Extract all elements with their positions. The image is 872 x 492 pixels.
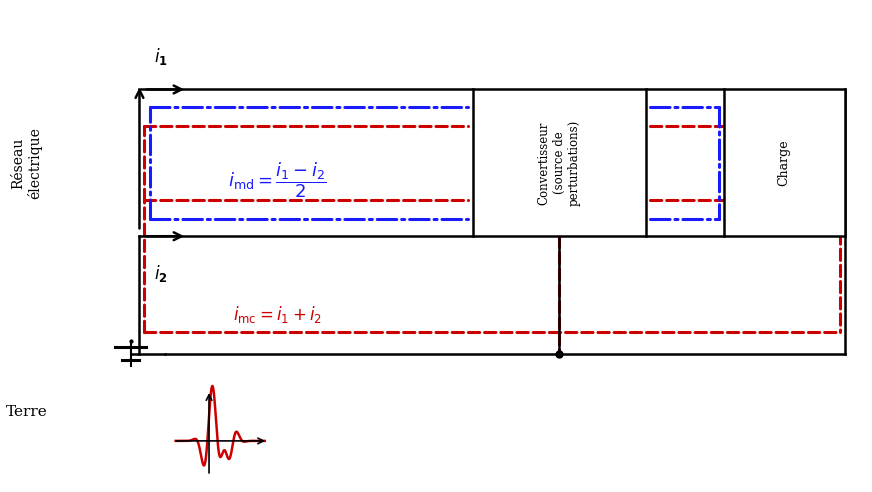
Text: Réseau
électrique: Réseau électrique bbox=[11, 127, 43, 199]
Text: $i_{\mathrm{mc}} = i_1 + i_2$: $i_{\mathrm{mc}} = i_1 + i_2$ bbox=[234, 304, 323, 325]
Text: $i_{\mathbf{1}}$: $i_{\mathbf{1}}$ bbox=[154, 46, 168, 67]
Text: $i_{\mathbf{2}}$: $i_{\mathbf{2}}$ bbox=[154, 263, 168, 284]
Text: $i_{\mathrm{md}} = \dfrac{i_1 - i_2}{2}$: $i_{\mathrm{md}} = \dfrac{i_1 - i_2}{2}$ bbox=[228, 160, 327, 200]
Text: Charge: Charge bbox=[778, 140, 791, 186]
Text: Convertisseur
(source de
perturbations): Convertisseur (source de perturbations) bbox=[538, 120, 581, 206]
Bar bbox=[724, 90, 845, 236]
Text: Terre: Terre bbox=[6, 405, 48, 419]
Bar bbox=[473, 90, 645, 236]
